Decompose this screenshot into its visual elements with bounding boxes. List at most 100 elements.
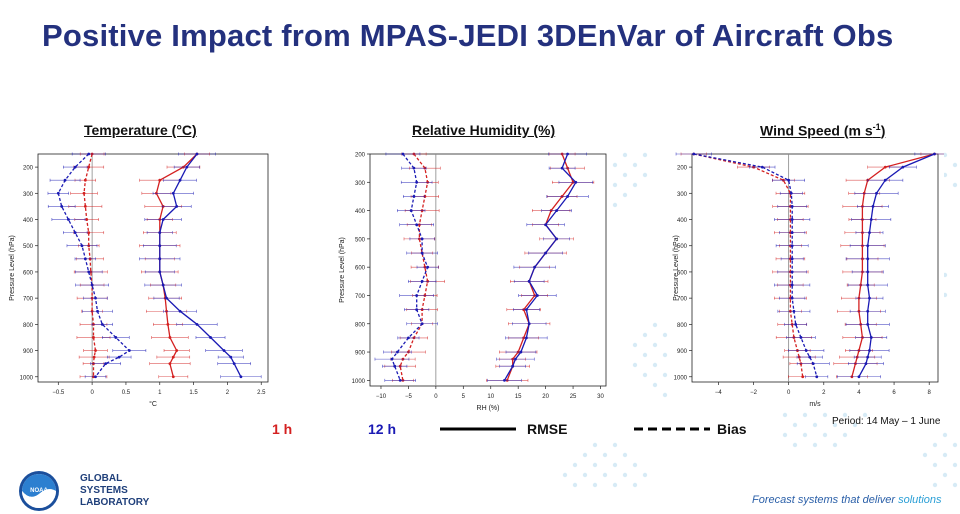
data-point bbox=[790, 218, 794, 221]
data-point bbox=[801, 375, 805, 379]
data-point bbox=[166, 322, 170, 326]
data-point bbox=[514, 357, 517, 361]
watermark-dot bbox=[802, 412, 808, 418]
x-tick-label: 6 bbox=[892, 390, 896, 396]
watermark-dot bbox=[612, 482, 618, 488]
x-tick-label: 0 bbox=[787, 390, 791, 396]
watermark-dot bbox=[602, 472, 608, 478]
data-point bbox=[866, 309, 870, 313]
legend-rmse: RMSE bbox=[527, 421, 568, 437]
x-tick-label: 1.5 bbox=[189, 390, 198, 396]
slide-title: Positive Impact from MPAS-JEDI 3DEnVar o… bbox=[42, 18, 894, 53]
legend-12h: 12 h bbox=[368, 421, 397, 437]
gsl-line-2: SYSTEMS bbox=[80, 485, 128, 496]
x-tick-label: 5 bbox=[462, 394, 466, 400]
data-point bbox=[804, 349, 808, 352]
data-point bbox=[239, 375, 243, 379]
watermark-dot bbox=[812, 442, 818, 448]
data-point bbox=[83, 257, 87, 261]
x-tick-label: 8 bbox=[928, 390, 932, 396]
data-point bbox=[857, 375, 861, 379]
data-point bbox=[165, 296, 168, 300]
data-point bbox=[209, 336, 212, 339]
data-point bbox=[415, 223, 419, 227]
data-point bbox=[401, 152, 405, 156]
watermark-dot bbox=[852, 422, 858, 428]
data-point bbox=[869, 336, 873, 339]
watermark-dot bbox=[782, 412, 788, 418]
data-point bbox=[420, 251, 424, 255]
y-tick-label: 500 bbox=[23, 244, 34, 250]
data-point bbox=[175, 349, 179, 352]
data-point bbox=[90, 283, 94, 287]
data-point bbox=[158, 231, 162, 235]
x-tick-label: −4 bbox=[715, 390, 723, 396]
data-point bbox=[560, 166, 564, 170]
noaa-logo-text: NOAA bbox=[30, 488, 48, 494]
data-point bbox=[229, 355, 233, 359]
watermark-dot bbox=[642, 332, 648, 338]
y-tick-label: 800 bbox=[23, 323, 34, 329]
series-line-1-h-bias bbox=[399, 153, 429, 381]
data-point bbox=[407, 336, 410, 340]
y-tick-label: 800 bbox=[677, 323, 688, 329]
y-tick-label: 700 bbox=[23, 297, 34, 303]
y-tick-label: 700 bbox=[355, 294, 366, 300]
y-axis-label: Pressure Level (hPa) bbox=[339, 237, 346, 303]
watermark-dot bbox=[652, 342, 658, 348]
humidity-chart: 200 300 400 500 600 700 800 900 1000 −10 −5 0 5 10 15 2… bbox=[336, 146, 612, 416]
data-point bbox=[808, 355, 812, 359]
x-tick-label: −5 bbox=[405, 394, 413, 400]
watermark-dot bbox=[592, 442, 598, 448]
data-point bbox=[760, 165, 764, 169]
data-point bbox=[161, 218, 165, 221]
data-point bbox=[527, 322, 531, 326]
data-point bbox=[195, 322, 199, 326]
data-point bbox=[790, 231, 794, 235]
data-point bbox=[178, 178, 182, 182]
data-point bbox=[866, 244, 870, 248]
data-point bbox=[67, 218, 70, 221]
data-point bbox=[94, 296, 97, 300]
data-point bbox=[158, 244, 162, 248]
footer-tagline: Forecast systems that deliver solutions bbox=[752, 494, 942, 506]
y-tick-label: 200 bbox=[355, 153, 366, 159]
legend-rmse-line bbox=[440, 427, 516, 431]
y-tick-label: 700 bbox=[677, 297, 688, 303]
y-tick-label: 300 bbox=[23, 192, 34, 198]
watermark-dot bbox=[862, 412, 868, 418]
watermark-dot bbox=[832, 422, 838, 428]
data-point bbox=[503, 378, 506, 382]
watermark-dot bbox=[652, 322, 658, 328]
watermark-dot bbox=[612, 462, 618, 468]
data-point bbox=[158, 257, 162, 261]
y-axis-label: Pressure Level (hPa) bbox=[673, 235, 680, 301]
data-point bbox=[883, 178, 887, 182]
data-point bbox=[158, 270, 162, 274]
plot-frame bbox=[369, 153, 607, 387]
data-point bbox=[426, 265, 430, 269]
watermark-dot bbox=[572, 482, 578, 488]
data-point bbox=[60, 205, 64, 208]
y-tick-label: 800 bbox=[355, 322, 366, 328]
watermark-dot bbox=[622, 452, 628, 458]
data-point bbox=[168, 336, 172, 339]
data-point bbox=[790, 270, 794, 274]
data-point bbox=[195, 152, 199, 156]
data-point bbox=[420, 237, 424, 241]
watermark-dot bbox=[792, 442, 798, 448]
watermark-dot bbox=[592, 462, 598, 468]
gsl-line-3: LABORATORY bbox=[80, 497, 150, 508]
data-point bbox=[175, 205, 179, 208]
watermark-dot bbox=[592, 482, 598, 488]
data-point bbox=[104, 362, 108, 366]
y-tick-label: 300 bbox=[677, 192, 688, 198]
data-point bbox=[544, 251, 548, 255]
wind-chart: 200 300 400 500 600 700 800 900 1000 −4 −2 0 2 4 6 8 m/s… bbox=[670, 146, 944, 410]
watermark-dot bbox=[922, 452, 928, 458]
x-tick-label: 25 bbox=[570, 394, 577, 400]
data-point bbox=[92, 336, 95, 339]
y-tick-label: 300 bbox=[355, 181, 366, 187]
data-point bbox=[63, 178, 67, 182]
data-point bbox=[566, 195, 569, 198]
